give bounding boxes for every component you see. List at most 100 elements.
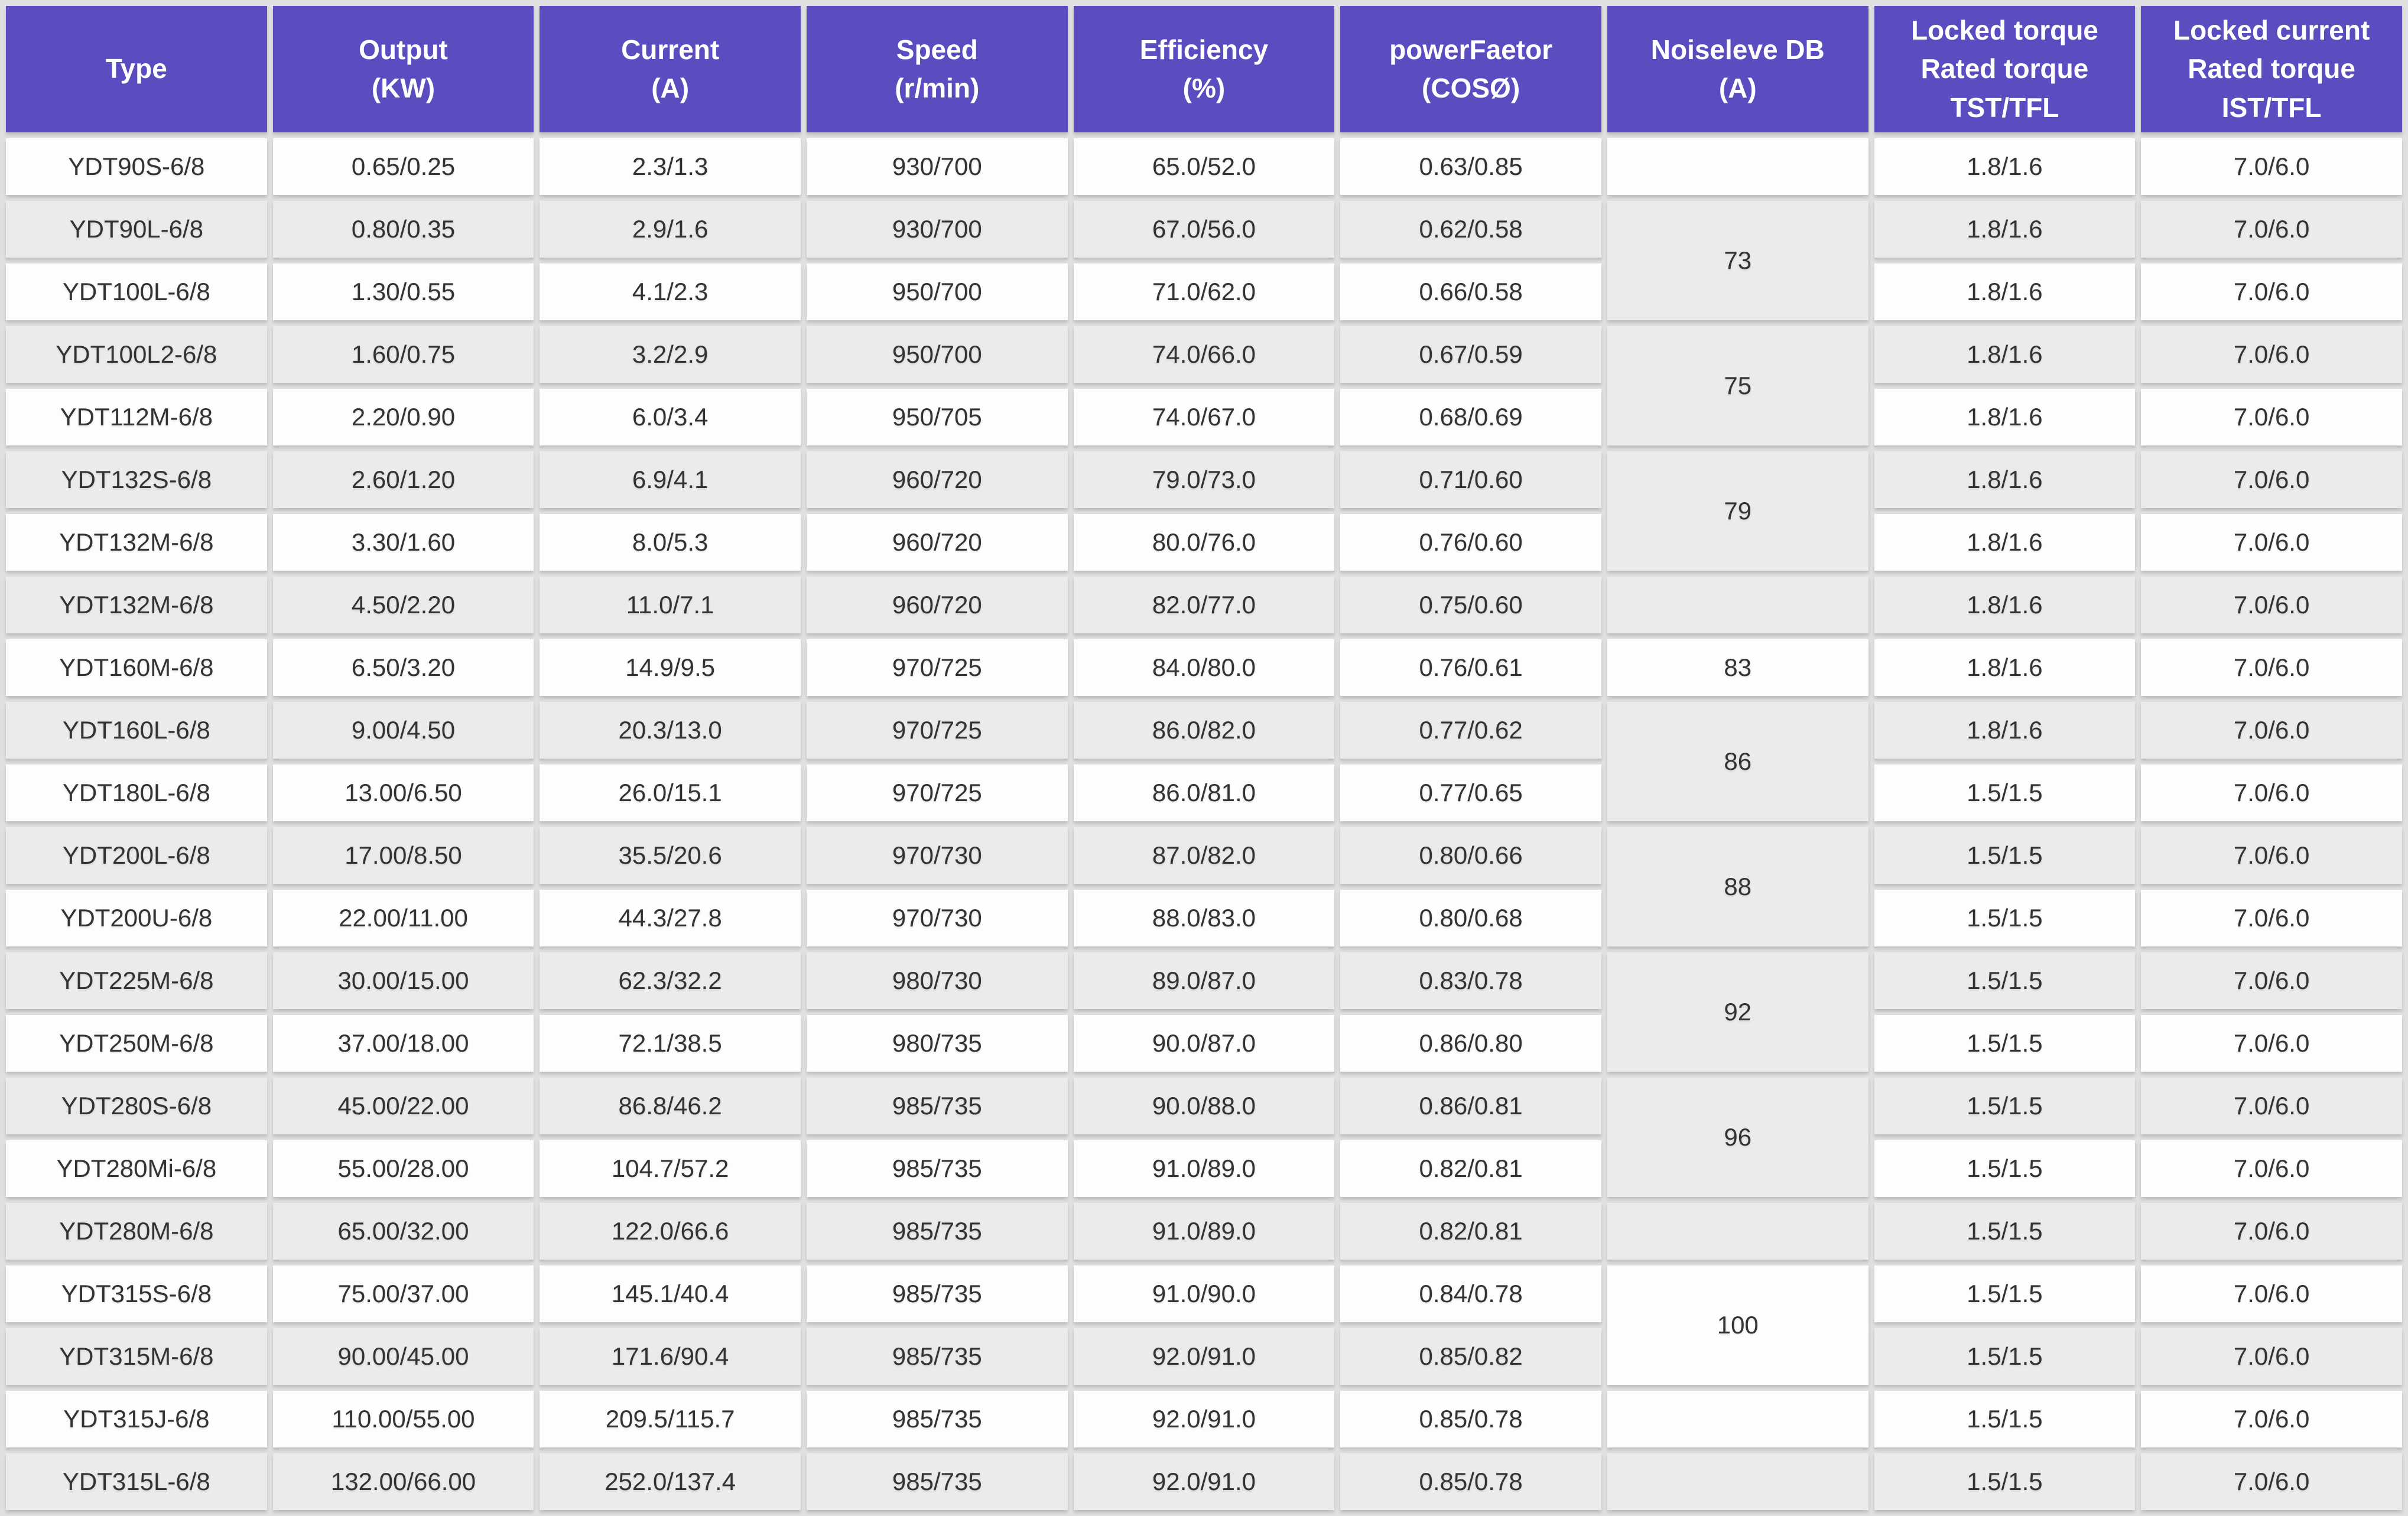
cell-type: YDT315M-6/8 xyxy=(6,1328,267,1385)
cell-locked_torque: 1.8/1.6 xyxy=(1874,514,2136,571)
cell-locked_torque: 1.8/1.6 xyxy=(1874,451,2136,508)
cell-current: 62.3/32.2 xyxy=(540,952,801,1009)
table-row: YDT180L-6/8 13.00/6.50 26.0/15.1 970/725 86.… xyxy=(6,764,2402,821)
cell-efficiency: 86.0/81.0 xyxy=(1073,764,1335,821)
cell-output: 17.00/8.50 xyxy=(272,827,534,884)
cell-output: 1.30/0.55 xyxy=(272,263,534,320)
cell-noise: 83 xyxy=(1607,639,1868,696)
table-row: YDT90L-6/8 0.80/0.35 2.9/1.6 930/700 67.0/56… xyxy=(6,201,2402,320)
cell-speed: 950/700 xyxy=(806,326,1068,383)
cell-current: 209.5/115.7 xyxy=(540,1391,801,1447)
table-row: YDT315J-6/8 110.00/55.00 209.5/115.7 985/73… xyxy=(6,1391,2402,1447)
cell-current: 11.0/7.1 xyxy=(540,577,801,633)
cell-type: YDT280Mi-6/8 xyxy=(6,1140,267,1197)
cell-type: YDT132M-6/8 xyxy=(6,514,267,571)
column-header-line: Output xyxy=(359,34,448,65)
column-header-line: TST/TFL xyxy=(1950,92,2059,123)
cell-power_factor: 0.67/0.59 xyxy=(1340,326,1601,383)
cell-output: 22.00/11.00 xyxy=(272,890,534,946)
cell-locked_current: 7.0/6.0 xyxy=(2141,138,2402,195)
cell-power_factor: 0.77/0.62 xyxy=(1340,702,1601,759)
cell-current: 6.9/4.1 xyxy=(540,451,801,508)
cell-type: YDT112M-6/8 xyxy=(6,389,267,445)
cell-efficiency: 84.0/80.0 xyxy=(1073,639,1335,696)
cell-locked_torque: 1.5/1.5 xyxy=(1874,764,2136,821)
cell-efficiency: 65.0/52.0 xyxy=(1073,138,1335,195)
cell-output: 13.00/6.50 xyxy=(272,764,534,821)
cell-locked_current: 7.0/6.0 xyxy=(2141,201,2402,258)
cell-noise xyxy=(1607,1453,1868,1510)
cell-noise xyxy=(1607,138,1868,195)
column-header-line: (KW) xyxy=(371,73,436,103)
cell-type: YDT250M-6/8 xyxy=(6,1015,267,1072)
cell-output: 2.60/1.20 xyxy=(272,451,534,508)
cell-speed: 960/720 xyxy=(806,514,1068,571)
cell-current: 6.0/3.4 xyxy=(540,389,801,445)
cell-locked_torque: 1.5/1.5 xyxy=(1874,827,2136,884)
cell-current: 20.3/13.0 xyxy=(540,702,801,759)
column-header-speed: Speed (r/min) xyxy=(806,6,1068,132)
cell-power_factor: 0.77/0.65 xyxy=(1340,764,1601,821)
table-header: Type Output (KW) Current (A) Speed (r/min) Effi… xyxy=(6,6,2402,132)
cell-efficiency: 89.0/87.0 xyxy=(1073,952,1335,1009)
cell-type: YDT100L-6/8 xyxy=(6,263,267,320)
table-row: YDT160M-6/8 6.50/3.20 14.9/9.5 970/725 84.0/… xyxy=(6,639,2402,696)
cell-current: 145.1/40.4 xyxy=(540,1265,801,1322)
cell-locked_torque: 1.8/1.6 xyxy=(1874,263,2136,320)
cell-type: YDT100L2-6/8 xyxy=(6,326,267,383)
cell-power_factor: 0.76/0.60 xyxy=(1340,514,1601,571)
cell-type: YDT315J-6/8 xyxy=(6,1391,267,1447)
cell-speed: 970/725 xyxy=(806,764,1068,821)
cell-power_factor: 0.86/0.80 xyxy=(1340,1015,1601,1072)
cell-speed: 950/700 xyxy=(806,263,1068,320)
cell-efficiency: 82.0/77.0 xyxy=(1073,577,1335,633)
table-body: YDT90S-6/8 0.65/0.25 2.3/1.3 930/700 65.0/52… xyxy=(6,138,2402,1510)
cell-locked_torque: 1.8/1.6 xyxy=(1874,201,2136,258)
cell-locked_current: 7.0/6.0 xyxy=(2141,1140,2402,1197)
cell-current: 252.0/137.4 xyxy=(540,1453,801,1510)
cell-type: YDT200U-6/8 xyxy=(6,890,267,946)
cell-efficiency: 67.0/56.0 xyxy=(1073,201,1335,258)
cell-output: 90.00/45.00 xyxy=(272,1328,534,1385)
cell-locked_current: 7.0/6.0 xyxy=(2141,952,2402,1009)
cell-type: YDT225M-6/8 xyxy=(6,952,267,1009)
cell-noise: 100 xyxy=(1607,1265,1868,1385)
cell-power_factor: 0.83/0.78 xyxy=(1340,952,1601,1009)
cell-speed: 985/735 xyxy=(806,1078,1068,1134)
cell-efficiency: 90.0/88.0 xyxy=(1073,1078,1335,1134)
cell-locked_torque: 1.8/1.6 xyxy=(1874,326,2136,383)
cell-locked_current: 7.0/6.0 xyxy=(2141,389,2402,445)
cell-speed: 985/735 xyxy=(806,1203,1068,1260)
cell-speed: 970/725 xyxy=(806,702,1068,759)
cell-power_factor: 0.71/0.60 xyxy=(1340,451,1601,508)
column-header-line: Rated torque xyxy=(2188,53,2355,84)
column-header-line: Locked torque xyxy=(1910,15,2098,46)
cell-power_factor: 0.80/0.68 xyxy=(1340,890,1601,946)
cell-type: YDT160M-6/8 xyxy=(6,639,267,696)
cell-locked_current: 7.0/6.0 xyxy=(2141,1203,2402,1260)
cell-power_factor: 0.85/0.78 xyxy=(1340,1391,1601,1447)
cell-locked_current: 7.0/6.0 xyxy=(2141,639,2402,696)
cell-locked_current: 7.0/6.0 xyxy=(2141,890,2402,946)
cell-noise: 75 xyxy=(1607,326,1868,445)
cell-current: 72.1/38.5 xyxy=(540,1015,801,1072)
cell-power_factor: 0.84/0.78 xyxy=(1340,1265,1601,1322)
cell-power_factor: 0.75/0.60 xyxy=(1340,577,1601,633)
cell-noise: 86 xyxy=(1607,702,1868,821)
cell-current: 2.3/1.3 xyxy=(540,138,801,195)
cell-locked_current: 7.0/6.0 xyxy=(2141,1265,2402,1322)
cell-locked_torque: 1.5/1.5 xyxy=(1874,1078,2136,1134)
cell-type: YDT132S-6/8 xyxy=(6,451,267,508)
column-header-noise: Noiseleve DB (A) xyxy=(1607,6,1868,132)
cell-locked_torque: 1.5/1.5 xyxy=(1874,1140,2136,1197)
cell-locked_current: 7.0/6.0 xyxy=(2141,1015,2402,1072)
cell-output: 3.30/1.60 xyxy=(272,514,534,571)
cell-output: 1.60/0.75 xyxy=(272,326,534,383)
cell-locked_current: 7.0/6.0 xyxy=(2141,577,2402,633)
cell-locked_current: 7.0/6.0 xyxy=(2141,1328,2402,1385)
column-header-line: (%) xyxy=(1182,73,1226,103)
cell-locked_torque: 1.5/1.5 xyxy=(1874,1203,2136,1260)
cell-speed: 970/730 xyxy=(806,827,1068,884)
cell-current: 122.0/66.6 xyxy=(540,1203,801,1260)
column-header-line: powerFaetor xyxy=(1389,34,1553,65)
